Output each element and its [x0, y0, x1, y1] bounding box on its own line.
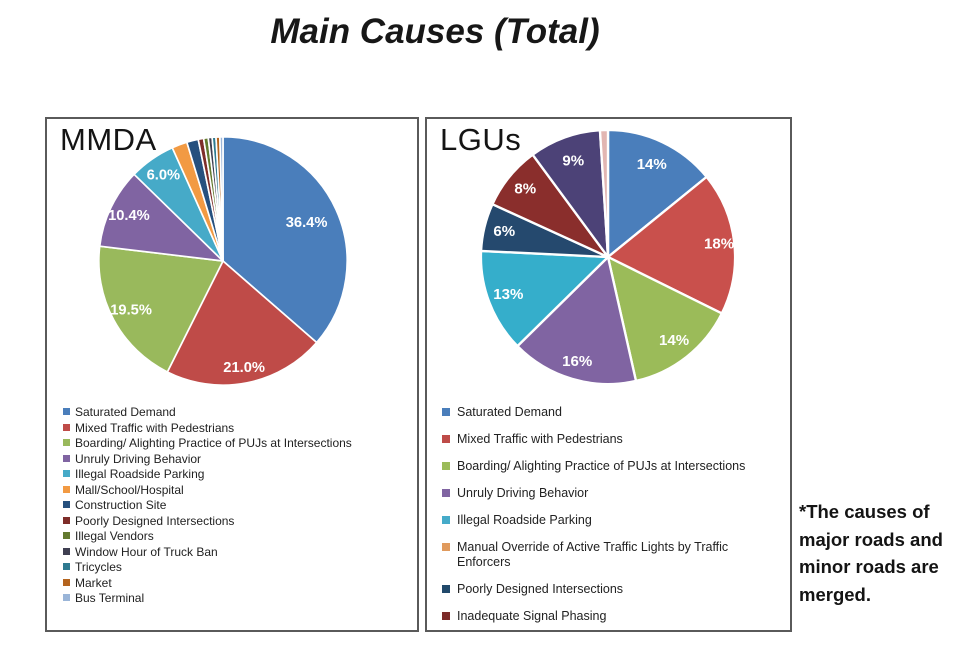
legend-item-label: Saturated Demand: [457, 405, 562, 419]
legend-item: Mall/School/Hospital: [63, 482, 408, 497]
pie-percent-label: 10.4%: [108, 208, 150, 224]
pie-percent-label: 6%: [493, 223, 515, 240]
legend-item-label: Window Hour of Truck Ban: [75, 544, 218, 559]
legend-item: Boarding/ Alighting Practice of PUJs at …: [442, 459, 777, 474]
legend-swatch-icon: [63, 470, 70, 477]
legend-swatch-icon: [63, 547, 70, 555]
pie-slice: [98, 245, 224, 373]
pie-slice: [606, 255, 724, 383]
pie-slice: [98, 173, 224, 262]
legend-item-label: Bus Terminal: [75, 591, 145, 605]
pie-percent-label: 8%: [514, 181, 536, 198]
pie-slice: [222, 136, 348, 344]
pie-slice: [479, 249, 610, 348]
footnote: *The causes of major roads and minor roa…: [799, 501, 943, 605]
legend-swatch-icon: [63, 454, 70, 462]
legend-swatch-icon: [442, 585, 450, 593]
pie-slice: [166, 260, 318, 386]
legend-swatch-icon: [63, 532, 70, 539]
legend-swatch-icon: [63, 563, 70, 570]
lgu-legend: Saturated Demand Mixed Traffic with Pedes…: [442, 405, 777, 636]
legend-swatch-icon: [63, 408, 70, 415]
mmda-panel: MMDA 36.4% 21.0% 19.5% 10.4% 6.0% Saturated …: [45, 117, 419, 632]
page-title: Main Causes (Total): [270, 12, 600, 51]
pie-slice: [219, 136, 224, 262]
pie-percent-label: 18%: [704, 236, 734, 253]
pie-percent-label: 21.0%: [223, 360, 265, 376]
mmda-chart-title: MMDA: [60, 122, 157, 157]
legend-swatch-icon: [442, 543, 450, 551]
legend-item: Poorly Designed Intersections: [442, 582, 777, 597]
legend-item-label: Illegal Roadside Parking: [457, 513, 592, 527]
pie-percent-label: 19.5%: [110, 302, 152, 318]
legend-item: Unruly Driving Behavior: [63, 451, 408, 466]
legend-swatch-icon: [442, 462, 450, 470]
legend-item: Window Hour of Truck Ban: [63, 544, 408, 559]
legend-item: Mixed Traffic with Pedestrians: [63, 420, 408, 435]
legend-swatch-icon: [63, 578, 70, 586]
legend-item-label: Illegal Roadside Parking: [75, 467, 205, 481]
legend-swatch-icon: [442, 516, 450, 524]
legend-item: Illegal Roadside Parking: [442, 513, 777, 528]
pie-percent-label: 6.0%: [147, 167, 181, 183]
legend-item: Market: [63, 575, 408, 590]
legend-item-label: Construction Site: [75, 498, 167, 512]
legend-item: Saturated Demand: [442, 405, 777, 420]
legend-item: Illegal Roadside Parking: [63, 468, 408, 481]
legend-swatch-icon: [63, 501, 70, 508]
legend-swatch-icon: [442, 489, 450, 497]
pie-slice: [516, 255, 638, 386]
legend-item: Poorly Designed Intersections: [63, 513, 408, 528]
legend-item: Boarding/ Alighting Practice of PUJs at …: [63, 437, 408, 450]
legend-item-label: Mall/School/Hospital: [75, 482, 184, 497]
legend-swatch-icon: [63, 439, 70, 446]
legend-item-label: Boarding/ Alighting Practice of PUJs at …: [457, 459, 746, 473]
pie-slice: [606, 175, 737, 315]
pie-percent-label: 16%: [562, 353, 592, 370]
lgu-panel: LGUs 14% 18% 14% 16% 13% 6% 8% 9% Saturated Dem…: [425, 117, 792, 632]
legend-item-label: Boarding/ Alighting Practice of PUJs at …: [75, 436, 352, 450]
legend-item-label: Unruly Driving Behavior: [75, 451, 202, 466]
legend-item-label: Saturated Demand: [75, 405, 176, 419]
legend-item: Bus Terminal: [63, 592, 408, 605]
pie-percent-label: 36.4%: [286, 215, 328, 231]
lgu-chart-title: LGUs: [440, 122, 522, 157]
legend-item: Inadequate Signal Phasing: [442, 609, 777, 624]
legend-swatch-icon: [63, 594, 70, 601]
mmda-legend: Saturated Demand Mixed Traffic with Pedes…: [63, 406, 408, 608]
legend-item: Unruly Driving Behavior: [442, 486, 777, 501]
legend-swatch-icon: [442, 435, 450, 443]
legend-item-label: Mixed Traffic with Pedestrians: [457, 432, 623, 446]
legend-item: Illegal Vendors: [63, 530, 408, 543]
pie-percent-label: 13%: [493, 286, 523, 303]
legend-item-label: Market: [75, 575, 112, 590]
mmda-pie-chart: 36.4% 21.0% 19.5% 10.4% 6.0%: [98, 136, 348, 386]
legend-item: Tricycles: [63, 561, 408, 574]
legend-item-label: Unruly Driving Behavior: [457, 486, 589, 500]
legend-item-label: Inadequate Signal Phasing: [457, 609, 607, 623]
legend-swatch-icon: [442, 408, 450, 416]
legend-item: Manual Override of Active Traffic Lights…: [442, 540, 777, 570]
legend-item-label: Poorly Designed Intersections: [457, 582, 624, 596]
pie-percent-label: 14%: [637, 156, 667, 173]
legend-swatch-icon: [63, 516, 70, 524]
legend-item-label: Tricycles: [75, 560, 122, 574]
pie-percent-label: 9%: [562, 152, 584, 169]
legend-swatch-icon: [442, 612, 450, 620]
pie-slice: [598, 128, 610, 259]
pie-percent-label: 14%: [659, 332, 689, 349]
legend-item-label: Mixed Traffic with Pedestrians: [75, 420, 235, 435]
legend-item-label: Poorly Designed Intersections: [75, 513, 235, 528]
legend-swatch-icon: [63, 485, 70, 493]
legend-item: Construction Site: [63, 499, 408, 512]
legend-item: Saturated Demand: [63, 406, 408, 419]
lgu-pie-chart: 14% 18% 14% 16% 13% 6% 8% 9%: [479, 128, 737, 386]
pie-slice: [606, 128, 708, 259]
legend-item-label: Manual Override of Active Traffic Lights…: [457, 540, 729, 569]
legend-swatch-icon: [63, 423, 70, 431]
legend-item: Mixed Traffic with Pedestrians: [442, 432, 777, 447]
legend-item-label: Illegal Vendors: [75, 529, 154, 543]
